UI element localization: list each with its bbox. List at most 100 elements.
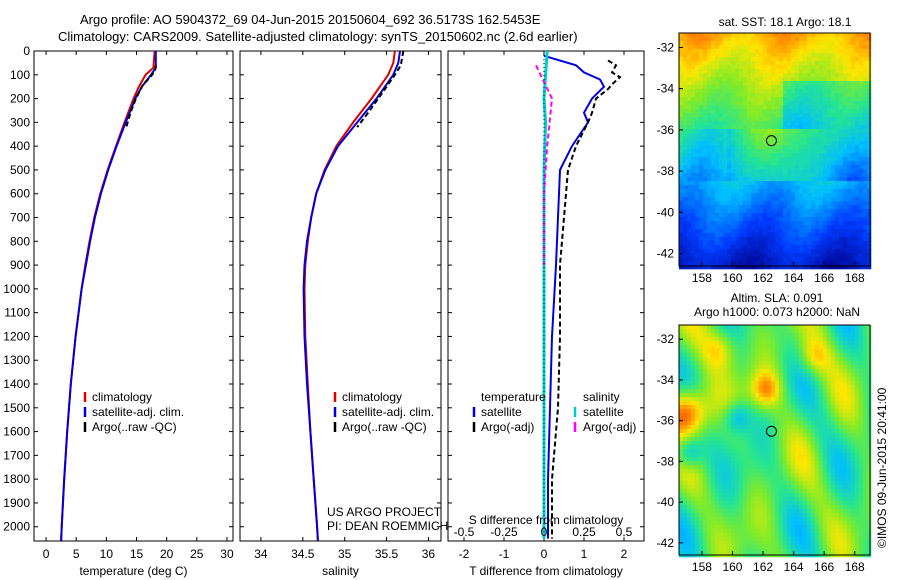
sst-map-cell <box>867 177 872 182</box>
sst-map-cell <box>739 121 744 126</box>
sst-map-cell <box>811 145 816 150</box>
sst-map-cell <box>715 113 720 118</box>
sst-map-cell <box>767 81 772 86</box>
sla-map-cell <box>831 389 836 394</box>
sla-map-cell <box>791 465 796 470</box>
sla-map-cell <box>811 365 816 370</box>
sla-map-cell <box>699 405 704 410</box>
sla-map-cell <box>859 381 864 386</box>
sla-map-cell <box>731 421 736 426</box>
sst-map-cell <box>747 205 752 210</box>
sst-map-cell <box>843 149 848 154</box>
sst-map-cell <box>703 229 708 234</box>
sla-map-cell <box>759 337 764 342</box>
sla-map-cell <box>723 401 728 406</box>
sst-map-cell <box>791 61 796 66</box>
sst-map-cell <box>727 37 732 42</box>
sla-map-cell <box>867 461 872 466</box>
sst-map-cell <box>755 85 760 90</box>
sst-map-cell <box>863 197 868 202</box>
sst-map-cell <box>719 229 724 234</box>
sst-map-cell <box>679 253 684 258</box>
sst-map-cell <box>679 213 684 218</box>
sla-map-cell <box>683 325 688 330</box>
sst-map-cell <box>735 253 740 258</box>
sst-map-cell <box>783 173 788 178</box>
sla-map-cell <box>787 349 792 354</box>
sla-map-cell <box>803 389 808 394</box>
sla-map-cell <box>691 349 696 354</box>
sla-map-cell <box>811 353 816 358</box>
sst-map-cell <box>799 57 804 62</box>
sst-map-cell <box>679 221 684 226</box>
sst-map-cell <box>827 245 832 250</box>
sst-map-cell <box>791 65 796 70</box>
difference-series-t-satellite <box>543 54 606 539</box>
sst-map-cell <box>707 41 712 46</box>
sst-map-cell <box>815 245 820 250</box>
sst-map-cell <box>739 93 744 98</box>
sla-map-cell <box>751 445 756 450</box>
sla-map-cell <box>731 357 736 362</box>
sst-map-cell <box>851 201 856 206</box>
sla-map-cell <box>803 377 808 382</box>
sst-map-cell <box>707 73 712 78</box>
sst-map-cell <box>799 261 804 266</box>
sla-map-cell <box>687 333 692 338</box>
sst-map-cell <box>827 233 832 238</box>
depth-tick-label: 1700 <box>3 448 30 462</box>
sla-map-cell <box>771 397 776 402</box>
sst-map-cell <box>839 105 844 110</box>
sst-map-cell <box>783 125 788 130</box>
sst-map-cell <box>855 41 860 46</box>
sst-map-cell <box>747 229 752 234</box>
sla-map-cell <box>711 457 716 462</box>
sst-map-cell <box>747 73 752 78</box>
sla-map-cell <box>739 325 744 330</box>
sst-map-cell <box>859 177 864 182</box>
sst-map-cell <box>799 225 804 230</box>
sst-map-cell <box>827 165 832 170</box>
sla-map-cell <box>859 477 864 482</box>
sst-map-cell <box>819 145 824 150</box>
sst-map-cell <box>723 217 728 222</box>
sla-map-cell <box>763 393 768 398</box>
sla-map-cell <box>707 357 712 362</box>
sst-map-cell <box>855 201 860 206</box>
sla-map-cell <box>747 465 752 470</box>
sst-map-cell <box>795 57 800 62</box>
sla-map-cell <box>807 357 812 362</box>
sla-map-cell <box>755 417 760 422</box>
sst-map-cell <box>727 129 732 134</box>
sla-map-cell <box>827 465 832 470</box>
sst-map-cell <box>815 145 820 150</box>
sst-map-cell <box>803 257 808 262</box>
sst-map-cell <box>731 33 736 38</box>
sst-map-cell <box>755 149 760 154</box>
sst-map-cell <box>763 229 768 234</box>
sla-map-cell <box>683 441 688 446</box>
sst-map-cell <box>803 89 808 94</box>
sst-map-cell <box>715 185 720 190</box>
sla-map-cell <box>691 417 696 422</box>
sla-map-cell <box>687 417 692 422</box>
sst-map-cell <box>695 213 700 218</box>
sst-map-cell <box>687 197 692 202</box>
sst-map-cell <box>851 221 856 226</box>
sla-map-cell <box>803 437 808 442</box>
sst-map-cell <box>735 49 740 54</box>
sla-map-cell <box>695 345 700 350</box>
sla-map-cell <box>811 345 816 350</box>
sla-map-cell <box>723 425 728 430</box>
sst-map-cell <box>799 73 804 78</box>
sla-map-cell <box>847 477 852 482</box>
sla-map-cell <box>835 429 840 434</box>
sla-map-cell <box>723 329 728 334</box>
sla-map-cell <box>855 325 860 330</box>
sla-map-cell <box>767 369 772 374</box>
sla-map-cell <box>815 461 820 466</box>
sla-map-cell <box>695 461 700 466</box>
sst-map-cell <box>731 49 736 54</box>
sst-map-cell <box>839 201 844 206</box>
sst-map-cell <box>851 53 856 58</box>
